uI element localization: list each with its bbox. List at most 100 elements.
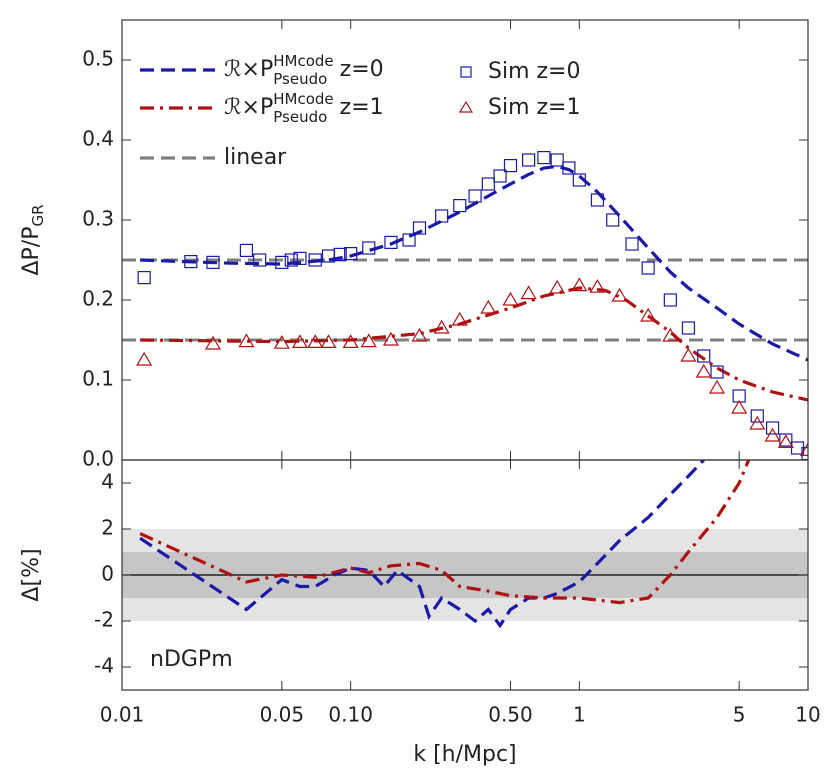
data-point bbox=[184, 255, 198, 269]
data-point bbox=[710, 365, 724, 379]
legend-label: Sim z=0 bbox=[488, 59, 580, 84]
data-line bbox=[139, 460, 705, 629]
data-point bbox=[382, 331, 399, 346]
legend-label-suffix: z=1 bbox=[340, 95, 384, 120]
x-tick-label: 10 bbox=[795, 703, 820, 727]
data-point bbox=[550, 153, 564, 167]
data-point bbox=[293, 251, 307, 265]
legend-label-sub: Pseudo bbox=[273, 108, 327, 126]
data-line bbox=[139, 460, 751, 605]
data-point bbox=[662, 327, 679, 342]
plot-area bbox=[122, 151, 808, 460]
data-point bbox=[238, 333, 255, 348]
data-point bbox=[625, 237, 639, 251]
data-point bbox=[453, 199, 467, 213]
data-line bbox=[140, 164, 808, 362]
data-point bbox=[206, 255, 220, 269]
frame bbox=[121, 459, 809, 691]
legend-marker bbox=[460, 66, 472, 78]
data-point bbox=[537, 151, 551, 165]
data-point bbox=[433, 319, 450, 334]
data-point bbox=[522, 153, 536, 167]
y-tick-label: 0.4 bbox=[82, 127, 114, 151]
data-point bbox=[589, 279, 606, 293]
data-point bbox=[749, 415, 766, 430]
data-point bbox=[342, 334, 359, 348]
legend-label-sup: HMcode bbox=[273, 90, 333, 108]
data-point bbox=[275, 255, 289, 269]
data-point bbox=[606, 213, 620, 227]
x-tick-label: 0.50 bbox=[488, 703, 533, 727]
data-point bbox=[411, 327, 428, 342]
data-point bbox=[764, 427, 781, 442]
data-point bbox=[765, 421, 780, 435]
legend-marker bbox=[458, 100, 474, 113]
data-point bbox=[253, 253, 267, 267]
data-point bbox=[799, 442, 808, 456]
data-point bbox=[344, 247, 358, 261]
y-tick-label: 0 bbox=[101, 562, 114, 586]
data-point bbox=[402, 233, 416, 247]
data-point bbox=[611, 287, 628, 302]
data-point bbox=[520, 285, 537, 300]
legend-label-sup: HMcode bbox=[273, 52, 333, 70]
legend-label-suffix: z=0 bbox=[340, 57, 384, 82]
x-tick-label: 0.05 bbox=[260, 703, 305, 727]
x-axis-label: k [h/Mpc] bbox=[413, 742, 516, 767]
data-point bbox=[502, 291, 519, 306]
y-tick-label: 0.0 bbox=[82, 447, 114, 471]
data-point bbox=[697, 349, 711, 363]
data-point bbox=[590, 193, 605, 207]
legend-label: Sim z=1 bbox=[488, 95, 580, 120]
data-point bbox=[468, 189, 482, 203]
data-point bbox=[640, 307, 657, 322]
x-tick-label: 1 bbox=[573, 703, 586, 727]
data-point bbox=[731, 399, 748, 414]
y-tick-label: 4 bbox=[101, 470, 114, 494]
data-point bbox=[481, 177, 495, 191]
legend-label: ℛ×PHMcode Pseudo z=0 bbox=[224, 52, 384, 88]
data-point bbox=[493, 169, 507, 183]
data-point bbox=[503, 159, 518, 173]
legend-label-sub: Pseudo bbox=[273, 70, 327, 88]
legend-label: ℛ×PHMcode Pseudo z=1 bbox=[224, 90, 384, 126]
x-tick-label: 5 bbox=[733, 703, 746, 727]
data-point bbox=[320, 334, 337, 348]
data-point bbox=[291, 334, 308, 348]
data-point bbox=[779, 433, 793, 447]
y-tick-label: -2 bbox=[94, 608, 114, 632]
data-point bbox=[137, 271, 151, 285]
data-point bbox=[708, 379, 726, 394]
data-point bbox=[435, 209, 449, 223]
data-point bbox=[663, 293, 677, 307]
y-axis-label-main: Δ[%] bbox=[19, 548, 44, 601]
frame bbox=[121, 19, 809, 461]
data-point bbox=[695, 363, 712, 378]
legend-label: linear bbox=[224, 145, 287, 170]
data-point bbox=[572, 173, 586, 187]
data-point bbox=[284, 253, 298, 267]
data-point bbox=[360, 333, 377, 348]
y-tick-label: 0.5 bbox=[82, 47, 114, 71]
y-tick-label: 0.1 bbox=[82, 367, 114, 391]
data-point bbox=[681, 321, 696, 335]
data-point bbox=[273, 335, 290, 349]
y-axis-label: Δ[%] bbox=[19, 548, 44, 601]
data-point bbox=[641, 261, 655, 275]
data-line bbox=[140, 286, 808, 402]
x-tick-label: 0.10 bbox=[328, 703, 373, 727]
y-axis-label: ΔP/PGR bbox=[19, 204, 47, 275]
data-point bbox=[750, 409, 764, 423]
data-point bbox=[136, 351, 153, 366]
data-point bbox=[680, 347, 697, 362]
legend-label-main: ℛ×P bbox=[224, 57, 273, 82]
data-point bbox=[307, 334, 324, 348]
data-point bbox=[549, 279, 566, 294]
y-tick-label: 0.2 bbox=[82, 287, 114, 311]
y-tick-label: 2 bbox=[101, 516, 114, 540]
data-point bbox=[451, 311, 468, 326]
legend-label-main: ℛ×P bbox=[224, 95, 273, 120]
data-point bbox=[480, 299, 497, 314]
data-point bbox=[333, 247, 347, 261]
